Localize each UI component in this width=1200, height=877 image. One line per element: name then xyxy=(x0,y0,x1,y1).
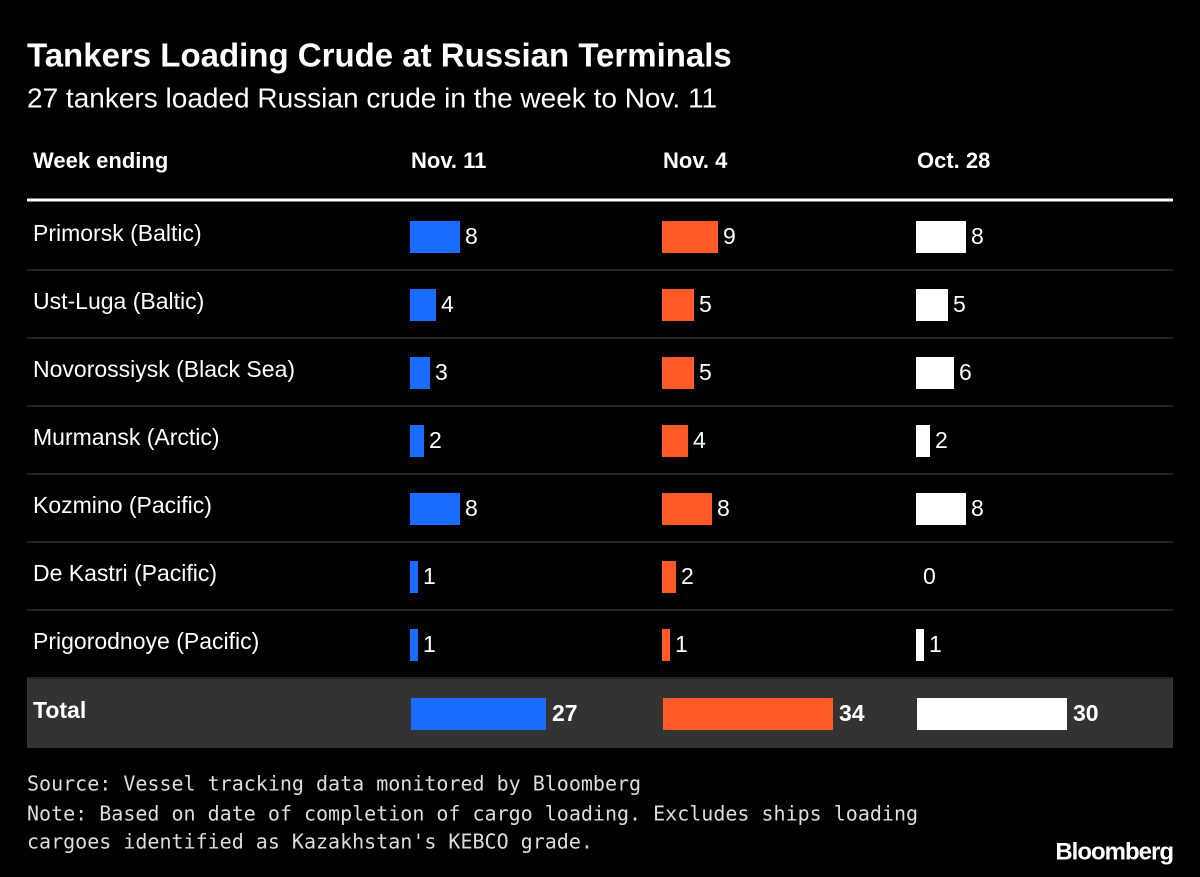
value-label: 1 xyxy=(423,563,436,589)
value-label: 0 xyxy=(923,563,936,589)
row-label: De Kastri (Pacific) xyxy=(33,560,217,586)
value-label: 8 xyxy=(971,223,984,249)
total-row-label: Total xyxy=(33,697,86,723)
chart-title: Tankers Loading Crude at Russian Termina… xyxy=(27,37,732,74)
value-label: 8 xyxy=(465,223,478,249)
total-bar xyxy=(663,698,833,730)
value-label: 1 xyxy=(675,631,688,657)
value-label: 2 xyxy=(681,563,694,589)
row-header: Week ending xyxy=(33,148,168,173)
chart-subtitle: 27 tankers loaded Russian crude in the w… xyxy=(27,82,717,113)
bar xyxy=(662,357,694,389)
value-label: 2 xyxy=(429,427,442,453)
bar xyxy=(916,357,954,389)
value-label: 8 xyxy=(717,495,730,521)
value-label: 6 xyxy=(959,359,972,385)
bar xyxy=(662,289,694,321)
total-label: 27 xyxy=(552,700,578,726)
bar xyxy=(662,493,712,525)
value-label: 1 xyxy=(423,631,436,657)
column-header: Nov. 4 xyxy=(663,148,728,173)
total-label: 34 xyxy=(839,700,865,726)
note: Note: Based on date of completion of car… xyxy=(27,802,918,826)
value-label: 5 xyxy=(953,291,966,317)
total-bar xyxy=(411,698,546,730)
bar xyxy=(662,221,718,253)
bar xyxy=(916,289,948,321)
bar xyxy=(662,561,676,593)
bar xyxy=(410,493,460,525)
note: cargoes identified as Kazakhstan's KEBCO… xyxy=(27,830,593,854)
value-label: 2 xyxy=(935,427,948,453)
source: Source: Vessel tracking data monitored b… xyxy=(27,772,641,796)
bar xyxy=(410,221,460,253)
bar xyxy=(916,221,966,253)
value-label: 4 xyxy=(693,427,706,453)
bar xyxy=(916,493,966,525)
value-label: 8 xyxy=(465,495,478,521)
bar xyxy=(410,289,436,321)
row-label: Kozmino (Pacific) xyxy=(33,492,212,518)
brand: Bloomberg xyxy=(1055,838,1173,865)
row-label: Ust-Luga (Baltic) xyxy=(33,288,204,314)
row-label: Prigorodnoye (Pacific) xyxy=(33,628,259,654)
value-label: 1 xyxy=(929,631,942,657)
bar xyxy=(410,629,418,661)
row-label: Novorossiysk (Black Sea) xyxy=(33,356,295,382)
total-label: 30 xyxy=(1073,700,1099,726)
row-label: Murmansk (Arctic) xyxy=(33,424,220,450)
bar xyxy=(662,629,670,661)
bar xyxy=(410,425,424,457)
bar xyxy=(916,425,930,457)
bar xyxy=(662,425,688,457)
bar xyxy=(916,629,924,661)
column-header: Nov. 11 xyxy=(411,148,486,173)
value-label: 5 xyxy=(699,291,712,317)
value-label: 8 xyxy=(971,495,984,521)
total-bar xyxy=(917,698,1067,730)
value-label: 3 xyxy=(435,359,448,385)
bar xyxy=(410,357,430,389)
value-label: 9 xyxy=(723,223,736,249)
row-label: Primorsk (Baltic) xyxy=(33,220,202,246)
value-label: 4 xyxy=(441,291,454,317)
value-label: 5 xyxy=(699,359,712,385)
bar xyxy=(410,561,418,593)
column-header: Oct. 28 xyxy=(917,148,990,173)
